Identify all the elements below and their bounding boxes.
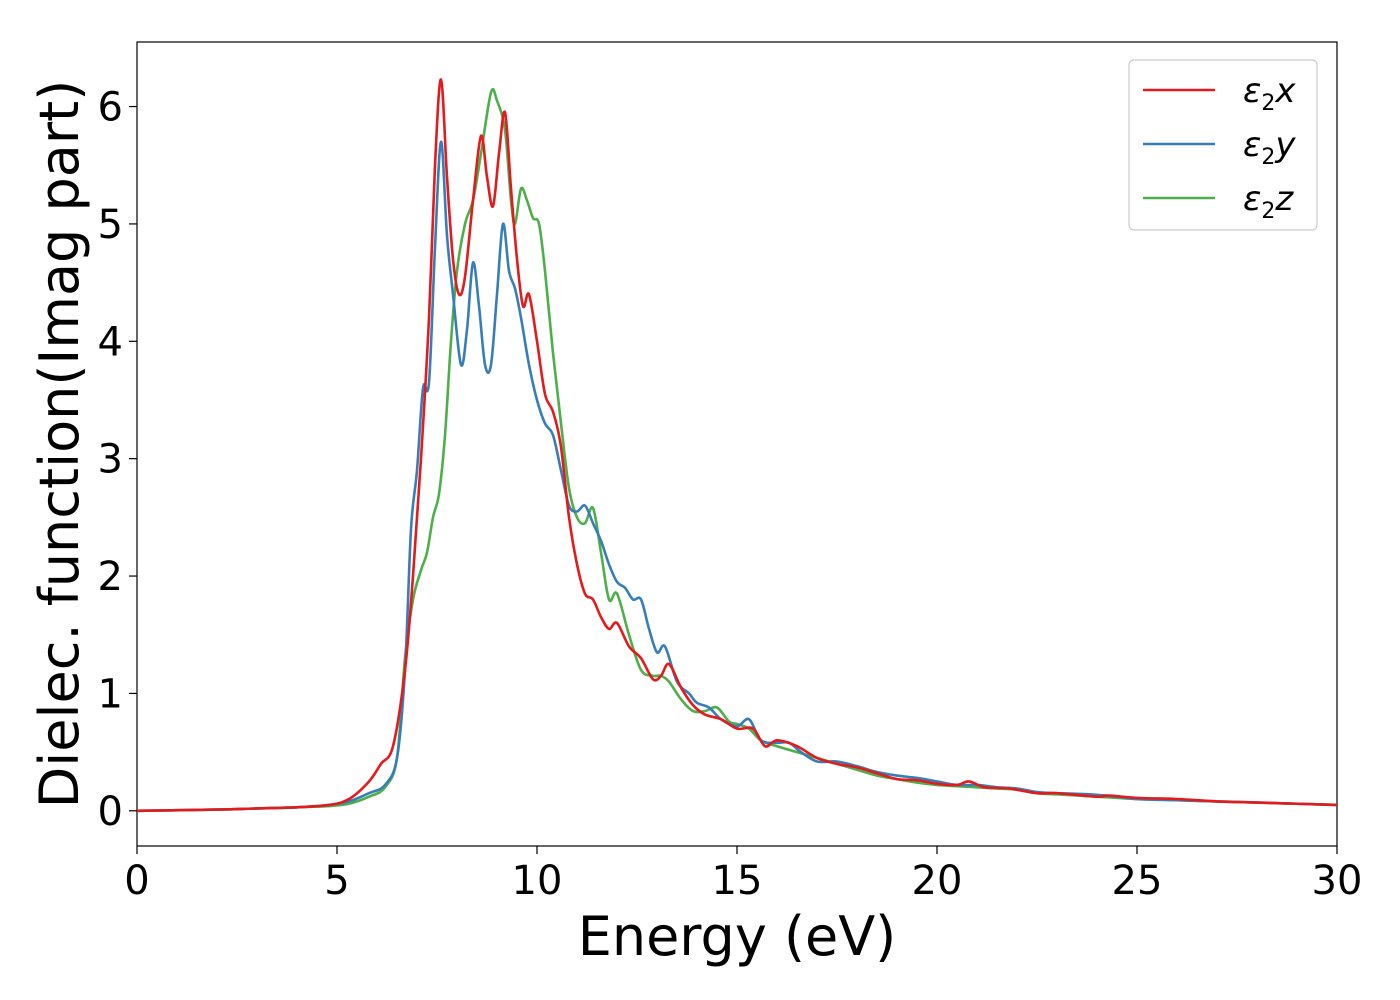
x-tick-label: 20 [912,858,963,904]
y-tick-label: 6 [98,85,123,131]
y-tick-label: 1 [98,671,123,717]
y-tick-label: 2 [98,554,123,600]
legend-label-y: ε2y [1243,125,1296,170]
legend-label-x: ε2x [1243,71,1296,116]
x-tick-label: 10 [512,858,563,904]
x-tick-label: 15 [712,858,763,904]
y-tick-label: 0 [98,789,123,835]
y-tick-label: 4 [98,319,123,365]
y-tick-label: 5 [98,202,123,248]
legend-box [1128,59,1318,231]
y-axis-label: Dielec. function(Imag part) [28,80,91,809]
y-axis-ticks: 0 1 2 3 4 5 6 [98,85,137,835]
x-tick-label: 0 [124,858,149,904]
x-tick-label: 5 [324,858,349,904]
x-tick-label: 30 [1312,858,1363,904]
legend: ε2x ε2y ε2z [1128,59,1318,231]
series-line-x [136,78,1338,813]
x-axis-label: Energy (eV) [578,905,897,968]
series-lines [136,78,1338,813]
x-axis-ticks: 0 5 10 15 20 25 30 [124,846,1362,904]
y-tick-label: 3 [98,437,123,483]
legend-label-z: ε2z [1243,179,1294,224]
x-tick-label: 25 [1112,858,1163,904]
